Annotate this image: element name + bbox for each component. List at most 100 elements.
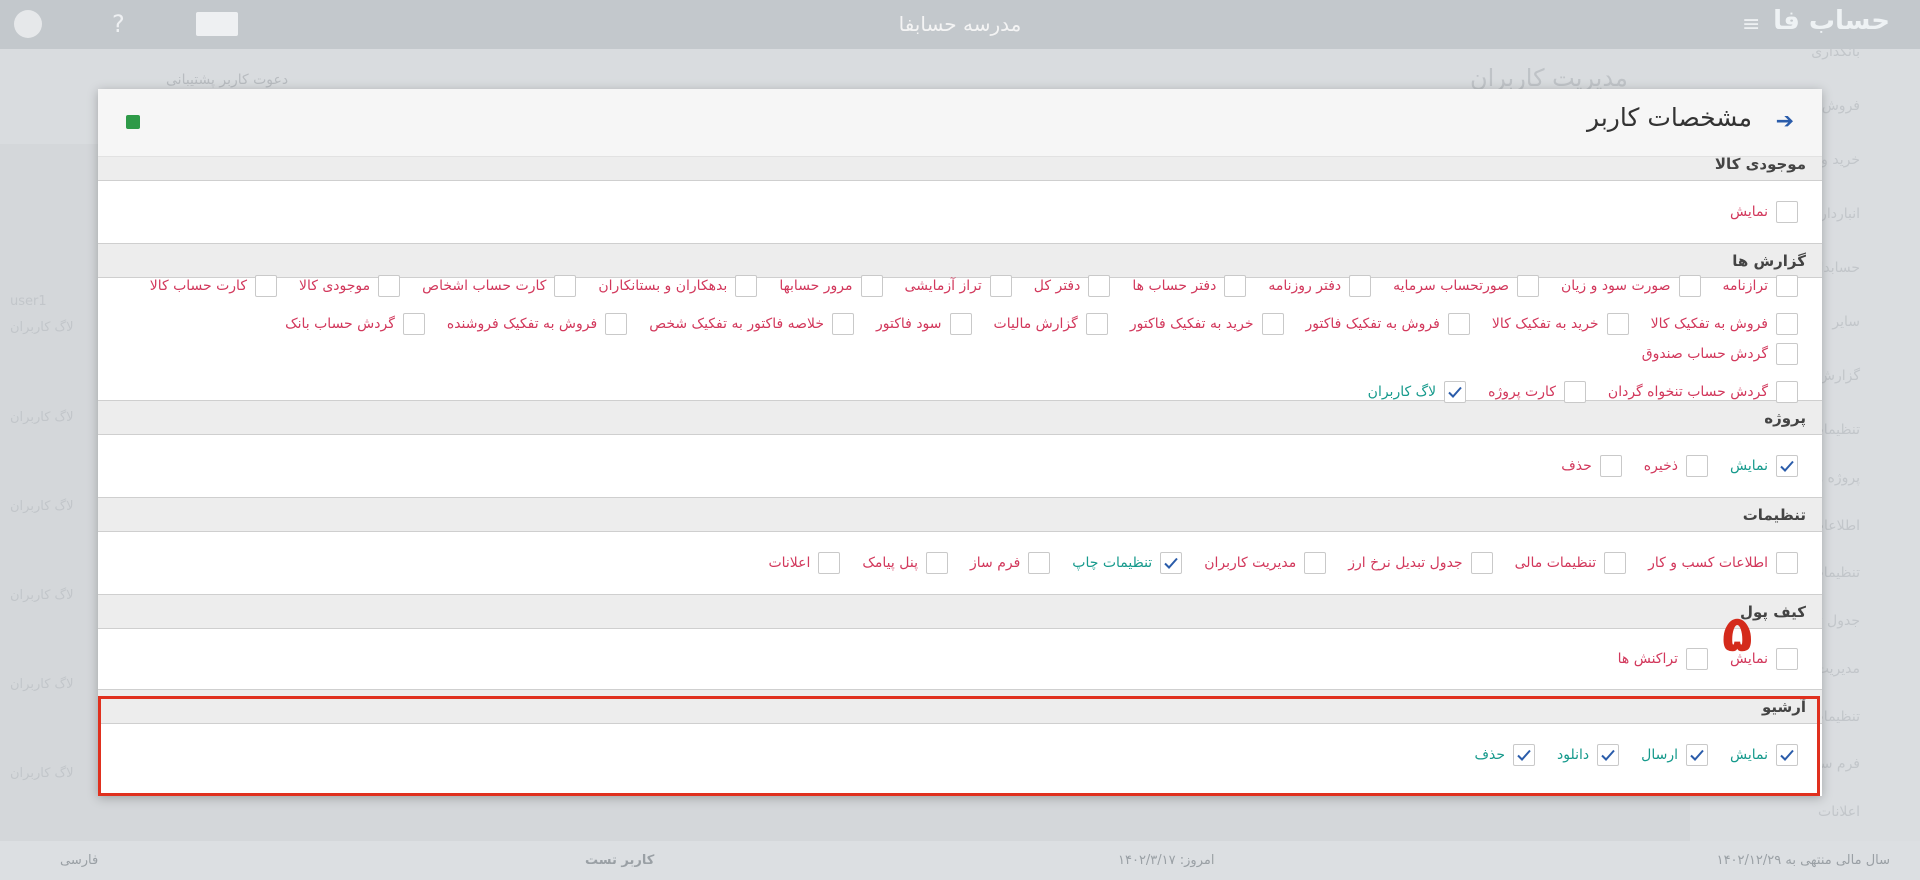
permission-item[interactable]: دفتر کل	[1034, 275, 1111, 297]
checkbox[interactable]	[402, 313, 425, 335]
checkbox[interactable]	[1776, 275, 1798, 297]
permission-item[interactable]: تراکنش ها	[1618, 648, 1708, 670]
permission-item[interactable]: جدول تبدیل نرخ ارز	[1348, 552, 1493, 574]
permission-item[interactable]: کارت حساب اشخاص	[422, 275, 577, 297]
checkbox[interactable]	[1085, 313, 1108, 335]
checkbox[interactable]	[1776, 381, 1798, 403]
permission-item[interactable]: فروش به تفکیک کالا	[1651, 313, 1798, 335]
permission-item[interactable]: اطلاعات کسب و کار	[1648, 552, 1798, 574]
permission-item[interactable]: ارسال	[1641, 744, 1708, 766]
permission-item[interactable]: نمایش	[1730, 744, 1798, 766]
sidebar-item[interactable]: تنظیمات	[1810, 422, 1860, 438]
permission-item[interactable]: دفتر روزنامه	[1268, 275, 1372, 297]
permission-item[interactable]: کارت پروژه	[1488, 381, 1586, 403]
help-icon[interactable]: ?	[112, 10, 125, 38]
logo[interactable]: حساب فا	[1773, 6, 1890, 36]
checkbox[interactable]	[1685, 455, 1708, 477]
checkbox[interactable]	[1597, 744, 1620, 766]
checkbox[interactable]	[1160, 552, 1183, 574]
save-button[interactable]	[126, 115, 140, 129]
permission-item[interactable]: پنل پیامک	[862, 552, 948, 574]
permission-item[interactable]: فروش به تفکیک فاکتور	[1306, 313, 1470, 335]
sidebar-item[interactable]: اعلانات	[1818, 803, 1860, 820]
checkbox[interactable]	[1776, 648, 1798, 670]
permission-item[interactable]: گردش حساب بانک	[285, 313, 425, 335]
permission-item[interactable]: سود فاکتور	[876, 313, 972, 335]
permission-item[interactable]: لاگ کاربران	[1368, 381, 1467, 403]
avatar[interactable]	[14, 10, 42, 38]
checkbox[interactable]	[1304, 552, 1327, 574]
checkbox[interactable]	[818, 552, 841, 574]
checkbox[interactable]	[949, 313, 972, 335]
menu-icon[interactable]: ≡	[1742, 12, 1761, 37]
permission-item[interactable]: حذف	[1475, 744, 1536, 766]
checkbox[interactable]	[1776, 552, 1798, 574]
checkbox[interactable]	[1447, 313, 1470, 335]
checkbox[interactable]	[554, 275, 577, 297]
permission-item[interactable]: موجودی کالا	[299, 275, 401, 297]
permission-item[interactable]: خلاصه فاکتور به تفکیک شخص	[649, 313, 855, 335]
permission-item[interactable]: تنظیمات مالی	[1515, 552, 1627, 574]
checkbox[interactable]	[1685, 744, 1708, 766]
checkbox[interactable]	[1606, 313, 1629, 335]
checkbox[interactable]	[254, 275, 277, 297]
checkbox[interactable]	[378, 275, 401, 297]
permission-item[interactable]: کارت حساب کالا	[150, 275, 277, 297]
permission-item[interactable]: گردش حساب صندوق	[1642, 343, 1798, 365]
permission-item[interactable]: گردش حساب تنخواه گردان	[1608, 381, 1798, 403]
permission-item[interactable]: دفتر حساب ها	[1132, 275, 1247, 297]
permission-item[interactable]: نمایش	[1730, 455, 1798, 477]
permission-item[interactable]: صورتحساب سرمایه	[1393, 275, 1539, 297]
checkbox[interactable]	[1224, 275, 1247, 297]
checkbox[interactable]	[1776, 201, 1798, 223]
checkbox[interactable]	[1444, 381, 1467, 403]
checkbox[interactable]	[1028, 552, 1051, 574]
permission-item[interactable]: ذخیره	[1644, 455, 1708, 477]
checkbox[interactable]	[832, 313, 855, 335]
checkbox[interactable]	[860, 275, 883, 297]
checkbox[interactable]	[1516, 275, 1539, 297]
checkbox[interactable]	[1604, 552, 1627, 574]
permission-item[interactable]: فروش به تفکیک فروشنده	[447, 313, 628, 335]
checkbox[interactable]	[989, 275, 1012, 297]
checkbox[interactable]	[1563, 381, 1586, 403]
checkbox[interactable]	[605, 313, 628, 335]
checkbox[interactable]	[1776, 455, 1798, 477]
checkbox[interactable]	[1776, 313, 1798, 335]
permission-item[interactable]: تنظیمات چاپ	[1072, 552, 1183, 574]
back-arrow[interactable]: ➔	[1775, 109, 1794, 134]
permission-item[interactable]: دانلود	[1557, 744, 1620, 766]
checkbox[interactable]	[1513, 744, 1536, 766]
checkbox[interactable]	[1776, 744, 1798, 766]
checkbox[interactable]	[1599, 455, 1622, 477]
permission-item[interactable]: خرید به تفکیک کالا	[1492, 313, 1629, 335]
sidebar-item[interactable]: سایر	[1832, 314, 1860, 330]
fiscal-year[interactable]: سال مالی منتهی به ۱۴۰۲/۱۲/۲۹	[1716, 853, 1890, 868]
permission-item[interactable]: تراز آزمایشی	[905, 275, 1012, 297]
checkbox[interactable]	[1088, 275, 1111, 297]
permission-item[interactable]: ترازنامه	[1723, 275, 1798, 297]
checkbox[interactable]	[1685, 648, 1708, 670]
permission-item[interactable]: خرید به تفکیک فاکتور	[1130, 313, 1284, 335]
permission-item[interactable]: نمایش	[1730, 648, 1798, 670]
sidebar-item[interactable]: فرم ساز	[1809, 756, 1860, 773]
permission-item[interactable]: فرم ساز	[970, 552, 1051, 574]
permission-item[interactable]: صورت سود و زیان	[1561, 275, 1701, 297]
checkbox[interactable]	[1470, 552, 1493, 574]
checkbox[interactable]	[1349, 275, 1372, 297]
sidebar-item[interactable]: پروژه ها	[1811, 470, 1860, 486]
language[interactable]: فارسی	[60, 853, 99, 868]
checkbox[interactable]	[925, 552, 948, 574]
flag-icon[interactable]	[196, 12, 238, 36]
checkbox[interactable]	[735, 275, 758, 297]
permission-item[interactable]: بدهکاران و بستانکاران	[598, 275, 758, 297]
permission-item[interactable]: نمایش	[1730, 201, 1798, 223]
checkbox[interactable]	[1678, 275, 1701, 297]
checkbox[interactable]	[1776, 343, 1798, 365]
permission-item[interactable]: حذف	[1561, 455, 1622, 477]
invite-button[interactable]: دعوت کاربر پشتیبانی	[166, 72, 289, 88]
permission-item[interactable]: مرور حسابها	[779, 275, 883, 297]
permission-item[interactable]: گزارش مالیات	[994, 313, 1108, 335]
permission-item[interactable]: اعلانات	[768, 552, 841, 574]
permission-item[interactable]: مدیریت کاربران	[1204, 552, 1327, 574]
